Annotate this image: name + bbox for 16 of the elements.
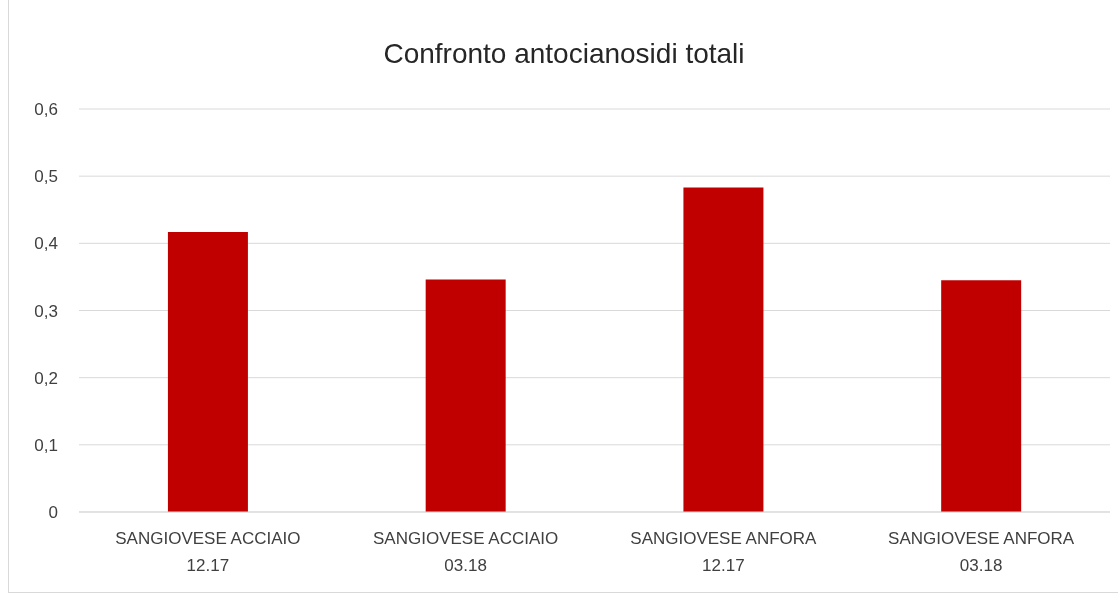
y-tick-label: 0,4 xyxy=(34,234,58,254)
x-tick-label: SANGIOVESE ACCIAIO 03.18 xyxy=(373,529,559,575)
y-tick-label: 0,5 xyxy=(34,167,58,187)
bar xyxy=(425,279,506,512)
y-tick-label: 0,2 xyxy=(34,368,58,388)
x-tick-label: SANGIOVESE ANFORA 03.18 xyxy=(888,529,1075,575)
bar xyxy=(167,231,248,512)
x-tick-label: SANGIOVESE ANFORA 12.17 xyxy=(630,529,818,575)
y-tick-label: 0,3 xyxy=(34,301,58,321)
y-tick-label: 0 xyxy=(48,503,58,523)
chart-title: Confronto antocianosidi totali xyxy=(382,38,746,70)
y-tick-label: 0,6 xyxy=(34,100,58,120)
y-tick-label: 0,1 xyxy=(34,435,58,455)
x-tick-label: SANGIOVESE ACCIAIO 12.17 xyxy=(115,529,301,575)
bar xyxy=(683,187,764,512)
bar xyxy=(941,280,1022,512)
